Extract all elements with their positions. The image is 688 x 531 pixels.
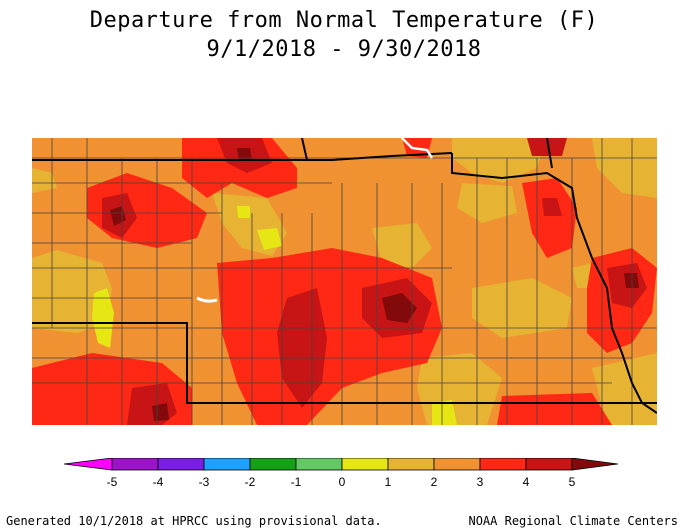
gold-regions [32,138,657,425]
darkred-regions [102,138,647,425]
legend-swatch [479,458,527,471]
source-credit: NOAA Regional Climate Centers [468,514,678,528]
legend-tick-label: 4 [523,475,530,489]
generation-note: Generated 10/1/2018 at HPRCC using provi… [6,514,382,528]
legend-tick-label: -5 [107,475,118,489]
legend-tick-label: 1 [385,475,392,489]
legend-tick-label: -3 [199,475,210,489]
legend-arrow-high [571,458,619,471]
legend-swatch [249,458,297,471]
reservoir-shape [196,296,218,303]
legend-swatch [433,458,481,471]
legend-tick-label: 0 [339,475,346,489]
state-borders [32,138,657,414]
color-scale-legend: -5 -4 -3 -2 -1 0 1 2 3 4 5 [64,458,619,489]
legend-tick-label: -4 [153,475,164,489]
legend-swatch [295,458,343,471]
legend-tick-label: -2 [245,475,256,489]
legend-swatch [157,458,205,471]
legend-arrow-low [64,458,113,471]
river-shape [401,138,434,159]
legend-tick-label: -1 [291,475,302,489]
legend-swatch [525,458,573,471]
map-date-range: 9/1/2018 - 9/30/2018 [206,37,482,62]
temperature-departure-map [32,138,657,425]
county-lines [32,138,657,425]
yellow-regions [92,206,457,425]
map-title: Departure from Normal Temperature (F) [89,8,599,33]
legend-swatch [341,458,389,471]
legend-swatch [111,458,159,471]
legend-swatch [203,458,251,471]
legend-swatch [387,458,435,471]
legend-tick-label: 3 [477,475,484,489]
legend-tick-label: 2 [431,475,438,489]
legend-tick-label: 5 [569,475,576,489]
